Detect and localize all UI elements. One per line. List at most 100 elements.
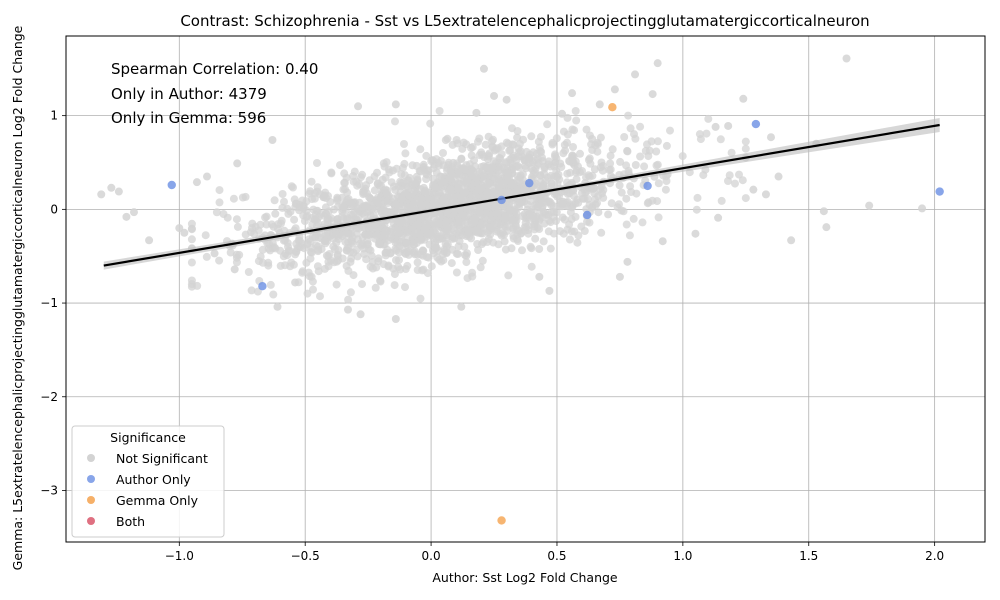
point-not-significant [347, 236, 356, 245]
point-not-significant [543, 173, 552, 182]
point-not-significant-outlier [842, 54, 851, 63]
point-not-significant [497, 231, 506, 240]
point-not-significant [464, 225, 472, 234]
point-not-significant [404, 247, 413, 256]
point-not-significant [568, 151, 577, 160]
point-not-significant [452, 268, 461, 277]
point-not-significant [381, 226, 390, 235]
point-not-significant [445, 173, 454, 182]
point-not-significant [535, 225, 544, 233]
point-not-significant [590, 184, 599, 193]
point-not-significant [727, 148, 736, 157]
point-not-significant [443, 134, 452, 143]
point-not-significant [430, 212, 439, 221]
legend-marker-both [87, 517, 95, 525]
point-not-significant [391, 117, 399, 126]
point-not-significant [520, 155, 529, 164]
point-not-significant [563, 113, 572, 122]
point-not-significant [540, 164, 549, 173]
point-not-significant [371, 283, 380, 292]
point-not-significant [504, 271, 513, 280]
point-not-significant [310, 189, 319, 198]
point-not-significant [735, 170, 743, 179]
y-axis-label: Gemma: L5extratelencephalicprojectingglu… [10, 25, 25, 570]
point-not-significant [286, 207, 295, 216]
point-not-significant [539, 180, 548, 189]
point-not-significant [403, 228, 412, 237]
point-not-significant [409, 187, 418, 196]
point-not-significant [693, 193, 702, 202]
x-tick-label: 0.0 [422, 549, 441, 563]
point-not-significant [443, 240, 452, 249]
point-not-significant [483, 188, 492, 197]
point-not-significant [462, 179, 470, 188]
point-not-significant [398, 216, 407, 225]
point-not-significant [408, 161, 417, 170]
annotation-gemma-only-count: Only in Gemma: 596 [111, 109, 266, 127]
point-not-significant [571, 157, 580, 166]
point-not-significant [474, 246, 483, 254]
point-gemma-only [497, 516, 506, 525]
point-not-significant [596, 133, 605, 142]
point-not-significant [313, 183, 322, 192]
point-not-significant [226, 248, 235, 257]
point-author-only [497, 195, 506, 205]
point-not-significant [447, 259, 456, 268]
point-not-significant [574, 198, 583, 207]
point-not-significant [479, 172, 488, 181]
point-not-significant [187, 258, 196, 267]
point-not-significant [505, 146, 514, 155]
point-not-significant [515, 176, 524, 185]
point-not-significant [344, 266, 353, 275]
point-not-significant [386, 233, 395, 242]
legend-marker-author-only [87, 475, 95, 483]
point-not-significant [652, 161, 661, 170]
point-not-significant [381, 251, 390, 260]
point-not-significant [376, 276, 385, 285]
point-not-significant [336, 161, 344, 170]
point-not-significant [531, 234, 540, 243]
not-significant-points [97, 54, 927, 323]
point-author-only [643, 181, 652, 191]
point-not-significant [320, 237, 329, 246]
point-not-significant-outlier [472, 108, 481, 117]
annotation-author-only-count: Only in Author: 4379 [111, 85, 267, 103]
point-not-significant-outlier [391, 100, 400, 109]
point-not-significant-outlier [192, 178, 201, 187]
point-not-significant [503, 168, 512, 177]
point-not-significant-outlier [691, 229, 700, 238]
point-author-only [935, 187, 944, 196]
point-not-significant [423, 170, 432, 179]
point-not-significant [536, 171, 545, 180]
point-not-significant [241, 230, 250, 239]
point-not-significant [588, 146, 597, 154]
point-not-significant [435, 107, 444, 115]
point-not-significant-outlier [233, 159, 242, 168]
point-not-significant [623, 146, 632, 155]
point-not-significant [378, 175, 387, 184]
point-not-significant [278, 203, 287, 212]
point-not-significant [254, 226, 263, 235]
point-not-significant [513, 235, 522, 244]
point-not-significant [316, 209, 325, 218]
point-not-significant-outlier [648, 90, 657, 99]
point-not-significant [346, 257, 355, 266]
point-not-significant [233, 222, 242, 231]
point-not-significant [563, 169, 572, 178]
point-not-significant [410, 179, 419, 188]
point-not-significant [253, 287, 262, 296]
point-not-significant [582, 125, 591, 134]
point-not-significant [232, 215, 241, 224]
point-not-significant [413, 258, 422, 267]
point-not-significant [238, 193, 247, 202]
point-not-significant [631, 161, 640, 169]
point-not-significant [334, 202, 342, 211]
point-not-significant [306, 247, 315, 256]
point-not-significant-outlier [918, 204, 927, 213]
point-not-significant [232, 258, 241, 267]
point-not-significant [501, 214, 510, 223]
point-not-significant-outlier [273, 302, 282, 311]
point-not-significant [468, 272, 477, 281]
point-not-significant [632, 189, 641, 198]
point-not-significant [529, 170, 538, 179]
